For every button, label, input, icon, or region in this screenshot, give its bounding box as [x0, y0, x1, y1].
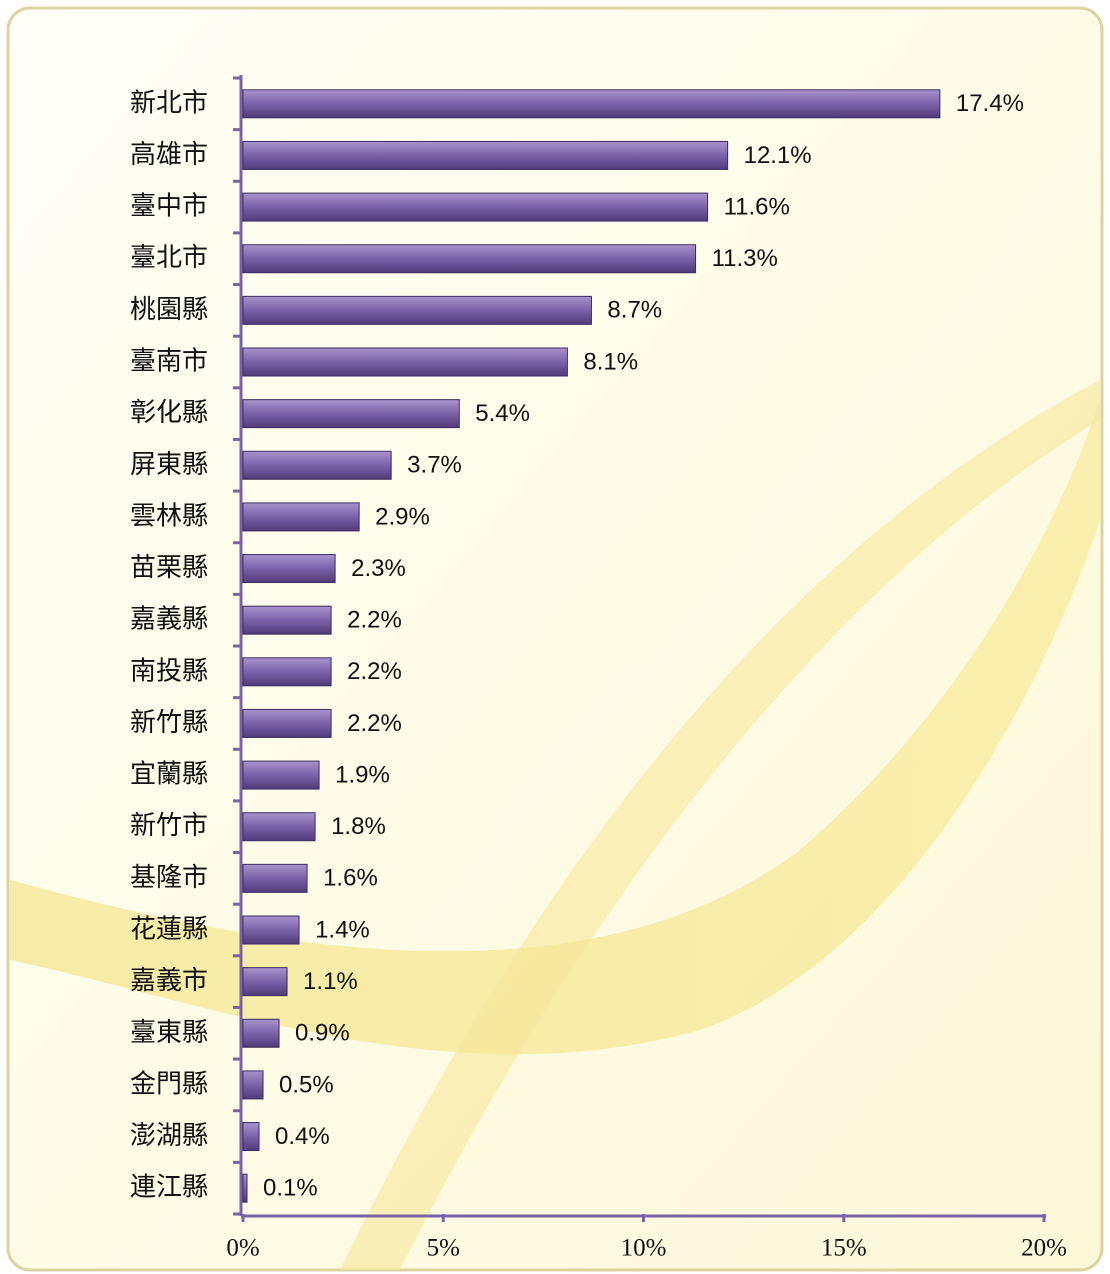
- bar: [243, 296, 591, 324]
- value-label: 2.9%: [375, 503, 430, 530]
- value-label: 0.4%: [275, 1123, 330, 1150]
- value-label: 1.4%: [315, 916, 370, 943]
- y-tick-label: 新竹市: [130, 811, 208, 841]
- value-label: 8.7%: [607, 297, 662, 324]
- x-tick-label: 0%: [226, 1235, 259, 1262]
- bar: [243, 193, 708, 221]
- bar: [243, 1123, 259, 1151]
- value-label: 2.2%: [347, 607, 402, 634]
- value-label: 2.3%: [351, 555, 406, 582]
- value-label: 0.5%: [279, 1071, 334, 1098]
- value-label: 2.2%: [347, 658, 402, 685]
- x-tick-label: 10%: [621, 1235, 667, 1262]
- y-tick-label: 臺南市: [130, 347, 208, 377]
- value-label: 8.1%: [583, 348, 638, 375]
- bar: [243, 864, 307, 892]
- bar: [243, 1071, 263, 1099]
- bar: [243, 90, 940, 118]
- chart: 0% 5% 10% 15% 20% 新北市 17.4% 高雄市 12.1% 臺中市 11.6% 臺北市…: [0, 0, 1110, 1274]
- bar: [243, 555, 335, 583]
- bar: [243, 1174, 247, 1202]
- y-tick-label: 南投縣: [130, 656, 208, 686]
- y-tick-label: 高雄市: [130, 140, 208, 170]
- bar: [243, 968, 287, 996]
- x-tick-label: 15%: [821, 1235, 867, 1262]
- y-tick-label: 臺北市: [130, 243, 208, 273]
- y-tick-label: 連江縣: [130, 1173, 208, 1203]
- y-tick-label: 臺中市: [130, 192, 208, 222]
- y-tick-label: 彰化縣: [130, 398, 208, 428]
- value-label: 0.9%: [295, 1020, 350, 1047]
- y-tick-label: 花蓮縣: [130, 915, 208, 945]
- y-tick-label: 雲林縣: [130, 501, 208, 531]
- value-label: 11.3%: [712, 245, 778, 272]
- value-label: 1.6%: [323, 865, 378, 892]
- bar: [243, 761, 319, 789]
- x-tick-label: 5%: [427, 1235, 460, 1262]
- bar: [243, 400, 459, 428]
- value-label: 17.4%: [956, 90, 1024, 117]
- y-tick-label: 宜蘭縣: [130, 760, 208, 790]
- bar: [243, 658, 331, 686]
- bar: [243, 245, 696, 273]
- value-label: 5.4%: [475, 400, 530, 427]
- value-label: 0.1%: [263, 1175, 318, 1202]
- value-label: 1.1%: [303, 968, 358, 995]
- x-tick-label: 20%: [1021, 1235, 1067, 1262]
- bar: [243, 916, 299, 944]
- y-tick-label: 澎湖縣: [130, 1121, 208, 1151]
- value-label: 2.2%: [347, 710, 402, 737]
- value-label: 12.1%: [744, 142, 812, 169]
- value-label: 11.6%: [724, 193, 790, 220]
- value-label: 1.9%: [335, 761, 390, 788]
- page: {"chart_data": {"type": "bar", "orientat…: [0, 0, 1110, 1274]
- bar: [243, 1019, 279, 1047]
- y-tick-label: 苗栗縣: [130, 553, 208, 583]
- bar: [243, 348, 567, 376]
- value-label: 1.8%: [331, 813, 386, 840]
- y-tick-label: 嘉義市: [130, 966, 208, 996]
- bar: [243, 451, 391, 479]
- y-tick-label: 嘉義縣: [130, 605, 208, 635]
- value-label: 3.7%: [407, 452, 462, 479]
- y-tick-label: 屏東縣: [130, 450, 208, 480]
- y-tick-label: 新北市: [130, 88, 208, 118]
- bar: [243, 813, 315, 841]
- bar: [243, 141, 728, 169]
- y-tick-label: 基隆市: [130, 863, 208, 893]
- bar: [243, 709, 331, 737]
- y-tick-label: 新竹縣: [130, 708, 208, 738]
- y-tick-label: 桃園縣: [130, 295, 208, 325]
- y-tick-label: 金門縣: [130, 1069, 208, 1099]
- bar: [243, 606, 331, 634]
- bar: [243, 503, 359, 531]
- y-tick-label: 臺東縣: [130, 1018, 208, 1048]
